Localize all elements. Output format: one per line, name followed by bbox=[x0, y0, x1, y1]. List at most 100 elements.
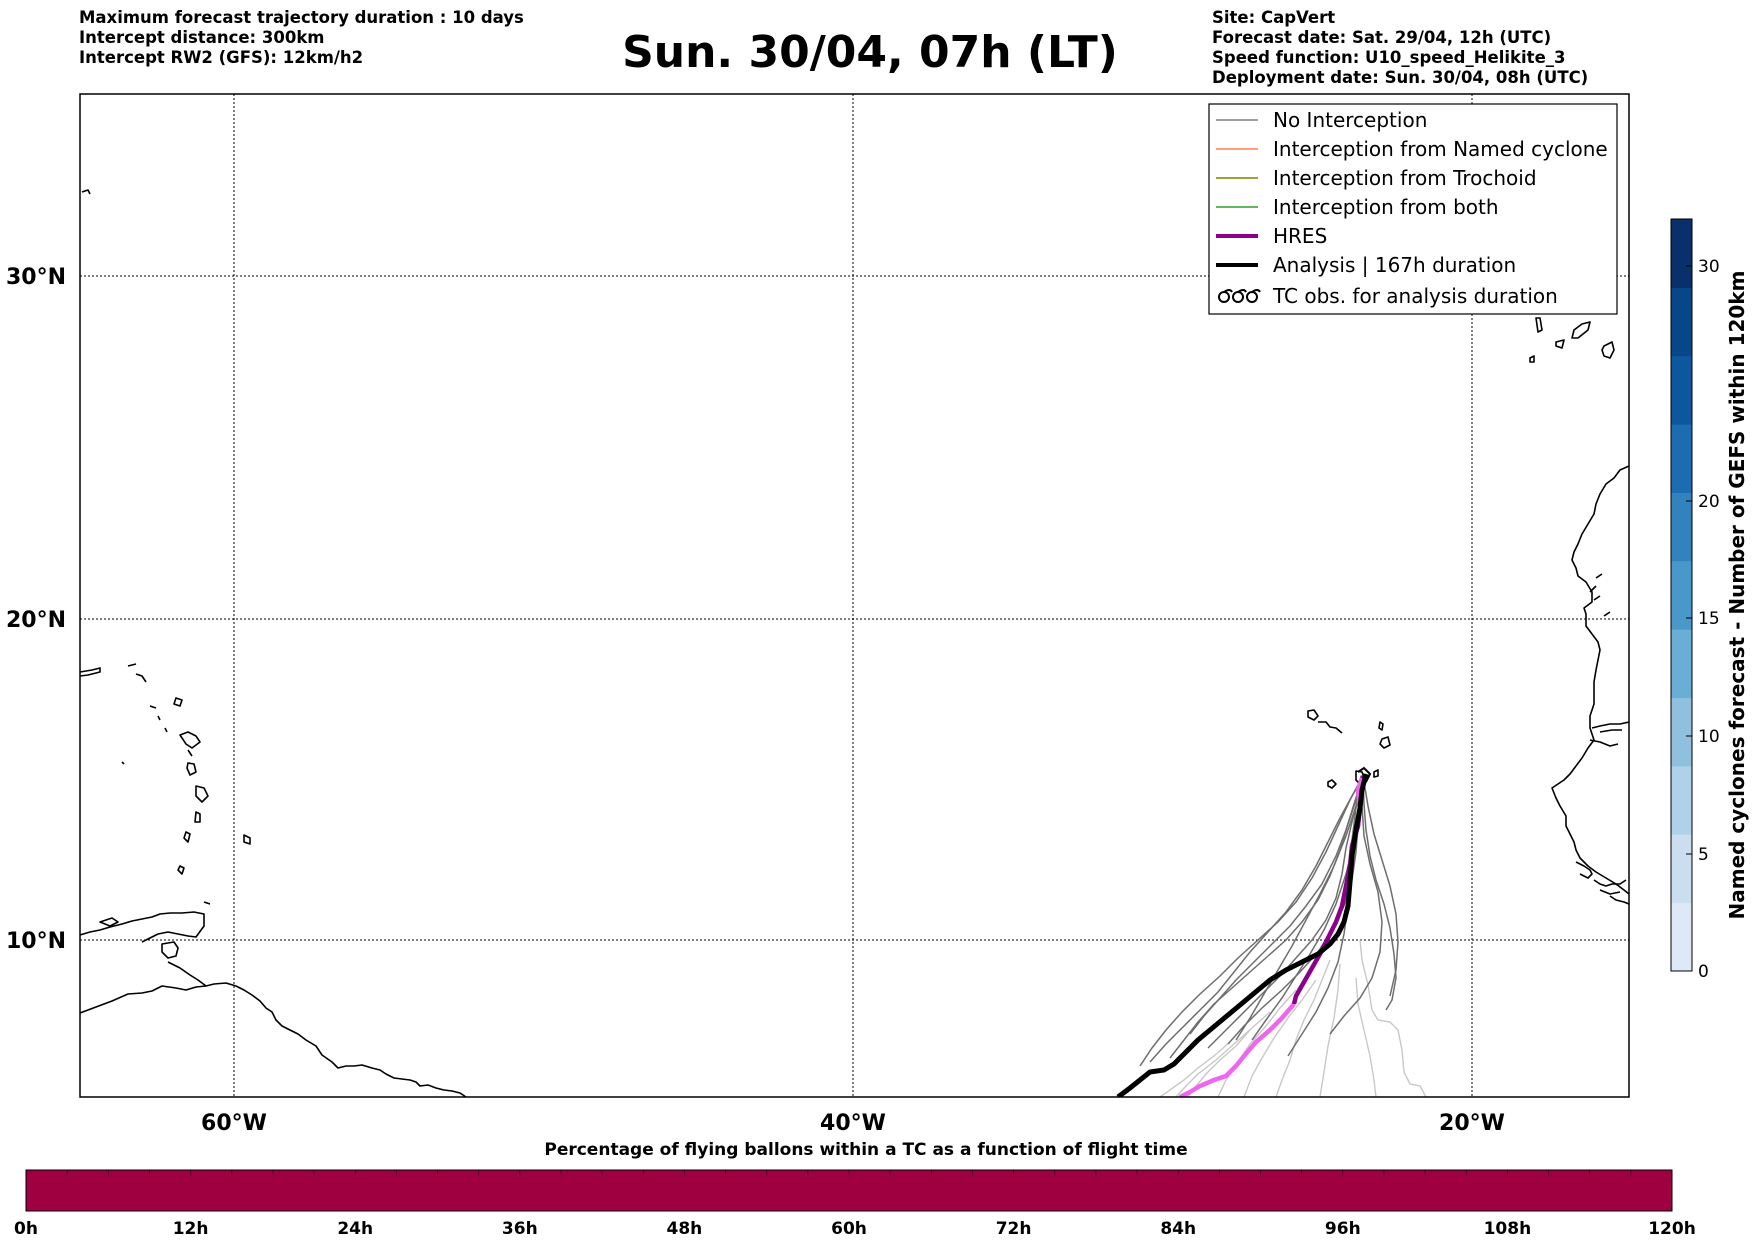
colorbar-frame bbox=[1670, 218, 1693, 972]
analysis-path bbox=[1116, 773, 1369, 1097]
colorbar-step bbox=[1671, 902, 1692, 972]
coast-south-america bbox=[80, 982, 467, 1097]
colorbar-step bbox=[1671, 355, 1692, 425]
colorbar-label: Named cyclones forecast - Number of GEFS… bbox=[1725, 271, 1749, 920]
trajectory-tail-4 bbox=[1217, 989, 1297, 1097]
legend-item-hres: HRES bbox=[1216, 224, 1327, 248]
gridlines bbox=[80, 94, 1629, 1097]
legend-item-no-interception: No Interception bbox=[1216, 108, 1427, 132]
intercept-rw2-text: Intercept RW2 (GFS): 12km/h2 bbox=[79, 48, 364, 67]
site-info: Site: CapVert Forecast date: Sat. 29/04,… bbox=[1212, 8, 1588, 88]
timebar-tick-0h: 0h bbox=[14, 1219, 38, 1239]
coast-cabo-verde-maio bbox=[1378, 721, 1384, 731]
colorbar-step bbox=[1671, 424, 1692, 493]
coast-grenada bbox=[177, 865, 185, 875]
legend-item-both: Interception from both bbox=[1216, 195, 1499, 219]
colorbar-step bbox=[1671, 629, 1692, 699]
flight-time-bar: Percentage of flying ballons within a TC… bbox=[14, 1140, 1696, 1239]
trajectory-8 bbox=[1139, 775, 1364, 1067]
timebar-tick-24h: 24h bbox=[337, 1219, 373, 1239]
colorbar-tick-15: 15 bbox=[1698, 609, 1720, 629]
site-text: Site: CapVert bbox=[1212, 8, 1336, 27]
coast-trinidad bbox=[161, 941, 179, 959]
coast-tobago bbox=[203, 901, 211, 905]
timebar-title: Percentage of flying ballons within a TC… bbox=[544, 1140, 1187, 1160]
coast-antigua bbox=[173, 697, 183, 707]
map-frame bbox=[79, 93, 1630, 1098]
timebar-tick-72h: 72h bbox=[996, 1219, 1032, 1239]
timebar-tick-60h: 60h bbox=[831, 1219, 867, 1239]
coast-cabo-verde-sn bbox=[1318, 721, 1343, 734]
coast-cabo-verde-boavista bbox=[1379, 736, 1391, 749]
hres-path-light bbox=[1178, 1002, 1296, 1097]
timebar-frame bbox=[25, 1169, 1673, 1212]
coast-cabo-verde-brava bbox=[1373, 769, 1379, 778]
coast-isla-margarita bbox=[99, 917, 119, 927]
coast-africa-mauritania-bumps bbox=[1589, 573, 1611, 617]
coast-puerto-rico bbox=[80, 667, 101, 677]
page-title: Sun. 30/04, 07h (LT) bbox=[622, 27, 1118, 78]
tc-symbol-icon bbox=[1218, 289, 1261, 303]
colorbar-step bbox=[1671, 560, 1692, 630]
lon-label-60w: 60°W bbox=[201, 1111, 267, 1136]
colorbar-step bbox=[1671, 834, 1692, 904]
trajectory-10 bbox=[1362, 775, 1399, 997]
timebar-tick-120h: 120h bbox=[1648, 1219, 1696, 1239]
legend-item-named-cyclone: Interception from Named cyclone bbox=[1216, 137, 1608, 161]
colorbar-step bbox=[1671, 765, 1692, 835]
intercept-distance-text: Intercept distance: 300km bbox=[79, 28, 325, 47]
coastlines bbox=[80, 189, 1629, 1097]
trajectory-tail-3 bbox=[1243, 979, 1317, 1097]
timebar-tick-108h: 108h bbox=[1484, 1219, 1532, 1239]
lon-label-40w: 40°W bbox=[820, 1111, 886, 1136]
forecast-date-text: Forecast date: Sat. 29/04, 12h (UTC) bbox=[1212, 28, 1552, 47]
trajectory-tail-9 bbox=[1159, 1041, 1231, 1097]
lat-labels: 30°N 20°N 10°N bbox=[6, 265, 66, 954]
timebar-fill bbox=[26, 1170, 1672, 1211]
legend-label-analysis: Analysis | 167h duration bbox=[1273, 253, 1516, 277]
speed-function-text: Speed function: U10_speed_Helikite_3 bbox=[1212, 48, 1566, 67]
coast-small-islands-a bbox=[121, 705, 168, 765]
coast-canary-islands bbox=[1529, 317, 1615, 363]
trajectory-9 bbox=[1287, 775, 1364, 1057]
trajectory-tail-5 bbox=[1175, 1011, 1271, 1097]
legend-label-both: Interception from both bbox=[1273, 195, 1499, 219]
colorbar-step bbox=[1671, 287, 1692, 357]
coast-st-lucia bbox=[194, 811, 201, 823]
lat-label-30n: 30°N bbox=[6, 265, 66, 290]
coast-st-vincent bbox=[183, 831, 191, 843]
colorbar-gradient bbox=[1671, 219, 1692, 972]
coast-cabo-verde-fogo bbox=[1327, 779, 1337, 789]
lon-labels: 60°W 40°W 20°W bbox=[201, 1111, 1505, 1136]
colorbar-ticks bbox=[1686, 265, 1692, 972]
colorbar-tick-10: 10 bbox=[1698, 727, 1720, 747]
colorbar-step bbox=[1671, 219, 1692, 288]
coast-africa-senegal-bumps bbox=[1589, 721, 1629, 747]
lat-label-20n: 20°N bbox=[6, 608, 66, 633]
coast-paria bbox=[167, 961, 207, 987]
colorbar-tick-5: 5 bbox=[1698, 845, 1709, 865]
coast-venezuela-north bbox=[80, 911, 205, 943]
colorbar-tick-30: 30 bbox=[1698, 257, 1720, 277]
launch-site-mark bbox=[1357, 766, 1372, 783]
trajectory-5 bbox=[1362, 775, 1397, 1011]
legend-item-analysis: Analysis | 167h duration bbox=[1216, 253, 1516, 277]
legend-item-tc-obs: TC obs. for analysis duration bbox=[1218, 284, 1558, 308]
lat-label-10n: 10°N bbox=[6, 929, 66, 954]
colorbar-tick-20: 20 bbox=[1698, 492, 1720, 512]
colorbar-step bbox=[1671, 492, 1692, 562]
trajectory-tail-2 bbox=[1275, 959, 1331, 1097]
coast-africa-guinea-bumps bbox=[1609, 895, 1629, 905]
coast-bermuda bbox=[81, 189, 91, 195]
timebar-tick-96h: 96h bbox=[1325, 1219, 1361, 1239]
analysis-trajectory bbox=[1116, 766, 1372, 1097]
coast-guadeloupe bbox=[179, 731, 201, 757]
coast-west-africa bbox=[1551, 465, 1629, 895]
legend-box bbox=[1208, 103, 1618, 315]
coast-cabo-verde-sal bbox=[1307, 709, 1319, 721]
colorbar-step bbox=[1671, 697, 1692, 767]
legend-label-hres: HRES bbox=[1273, 224, 1327, 248]
coast-martinique bbox=[195, 785, 209, 803]
trajectory-3 bbox=[1207, 775, 1364, 1049]
